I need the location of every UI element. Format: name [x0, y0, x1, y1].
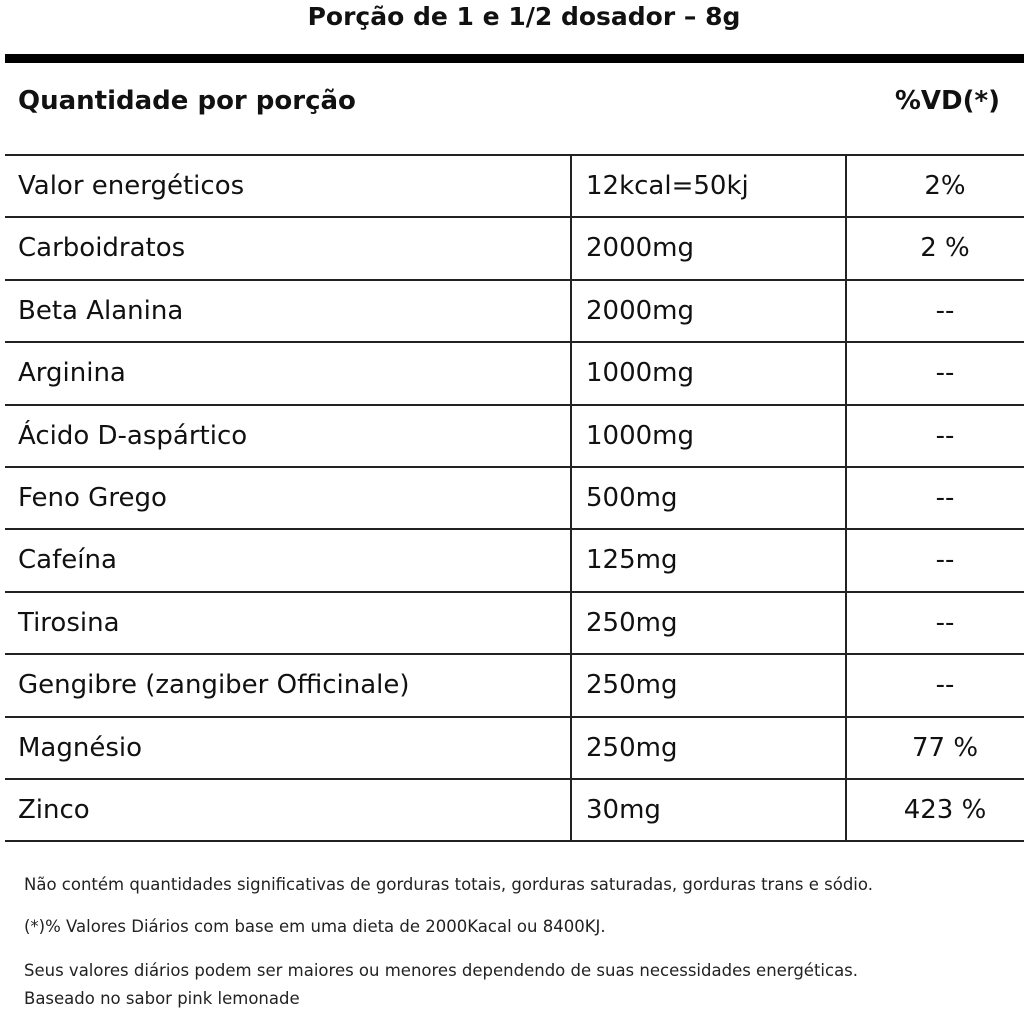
- column-header: Quantidade por porção: [18, 86, 356, 116]
- daily-value: 77 %: [911, 732, 979, 763]
- row-line: [5, 840, 1024, 843]
- daily-value: --: [935, 420, 955, 451]
- daily-value: --: [935, 545, 955, 576]
- column-line: [570, 154, 572, 841]
- footnote: Seus valores diários podem ser maiores o…: [24, 961, 859, 980]
- amount: 2000mg: [586, 233, 694, 264]
- amount: 500mg: [586, 483, 678, 513]
- nutrient-name: Cafeína: [18, 545, 117, 576]
- nutrient-name: Valor energéticos: [18, 171, 245, 201]
- daily-value: 423 %: [903, 795, 987, 825]
- row-line: [5, 341, 1024, 344]
- amount: 250mg: [586, 732, 678, 763]
- row-line: [5, 653, 1024, 656]
- row-line: [5, 715, 1024, 718]
- footnote: Não contém quantidades significativas de…: [24, 875, 873, 894]
- nutrient-name: Carboidratos: [18, 233, 186, 264]
- amount: 1000mg: [586, 358, 694, 389]
- column-header: %VD(*): [894, 86, 1000, 116]
- nutrient-name: Zinco: [18, 795, 90, 825]
- amount: 125mg: [586, 545, 678, 576]
- nutrient-name: Beta Alanina: [18, 295, 184, 326]
- daily-value: --: [935, 607, 955, 638]
- daily-value: 2%: [924, 171, 966, 201]
- daily-value: --: [935, 483, 955, 513]
- daily-value: 2 %: [920, 233, 970, 264]
- daily-value: --: [935, 358, 955, 389]
- divider: [5, 54, 1024, 63]
- row-line: [5, 778, 1024, 780]
- amount: 2000mg: [586, 295, 694, 326]
- nutrient-name: Tirosina: [18, 607, 120, 638]
- column-line: [845, 154, 847, 841]
- nutrient-name: Arginina: [18, 358, 126, 389]
- daily-value: --: [935, 295, 955, 326]
- amount: 12kcal=50kj: [586, 171, 749, 201]
- row-line: [5, 528, 1024, 531]
- row-line: [5, 403, 1024, 406]
- nutrient-name: Magnésio: [18, 732, 143, 763]
- title: Porção de 1 e 1/2 dosador – 8g: [307, 2, 741, 31]
- daily-value: --: [935, 670, 955, 701]
- amount: 1000mg: [586, 420, 694, 451]
- nutrient-name: Feno Grego: [18, 483, 167, 513]
- row-line: [5, 216, 1024, 219]
- footnote: Baseado no sabor pink lemonade: [24, 989, 300, 1008]
- row-line: [5, 466, 1024, 468]
- footnote: (*)% Valores Diários com base em uma die…: [24, 917, 606, 936]
- nutrient-name: Ácido D-aspártico: [18, 420, 248, 451]
- nutrient-name: Gengibre (zangiber Officinale): [18, 670, 410, 701]
- amount: 30mg: [586, 795, 661, 825]
- amount: 250mg: [586, 607, 678, 638]
- row-line: [5, 590, 1024, 593]
- amount: 250mg: [586, 670, 678, 701]
- row-line: [5, 278, 1024, 281]
- row-line: [5, 154, 1024, 156]
